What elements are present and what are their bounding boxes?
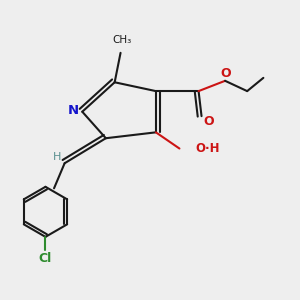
Text: N: N [68, 104, 79, 117]
Text: CH₃: CH₃ [112, 34, 132, 45]
Text: Cl: Cl [39, 252, 52, 265]
Text: O·H: O·H [196, 142, 220, 155]
Text: O: O [204, 115, 214, 128]
Text: H: H [53, 152, 61, 162]
Text: O: O [221, 67, 231, 80]
